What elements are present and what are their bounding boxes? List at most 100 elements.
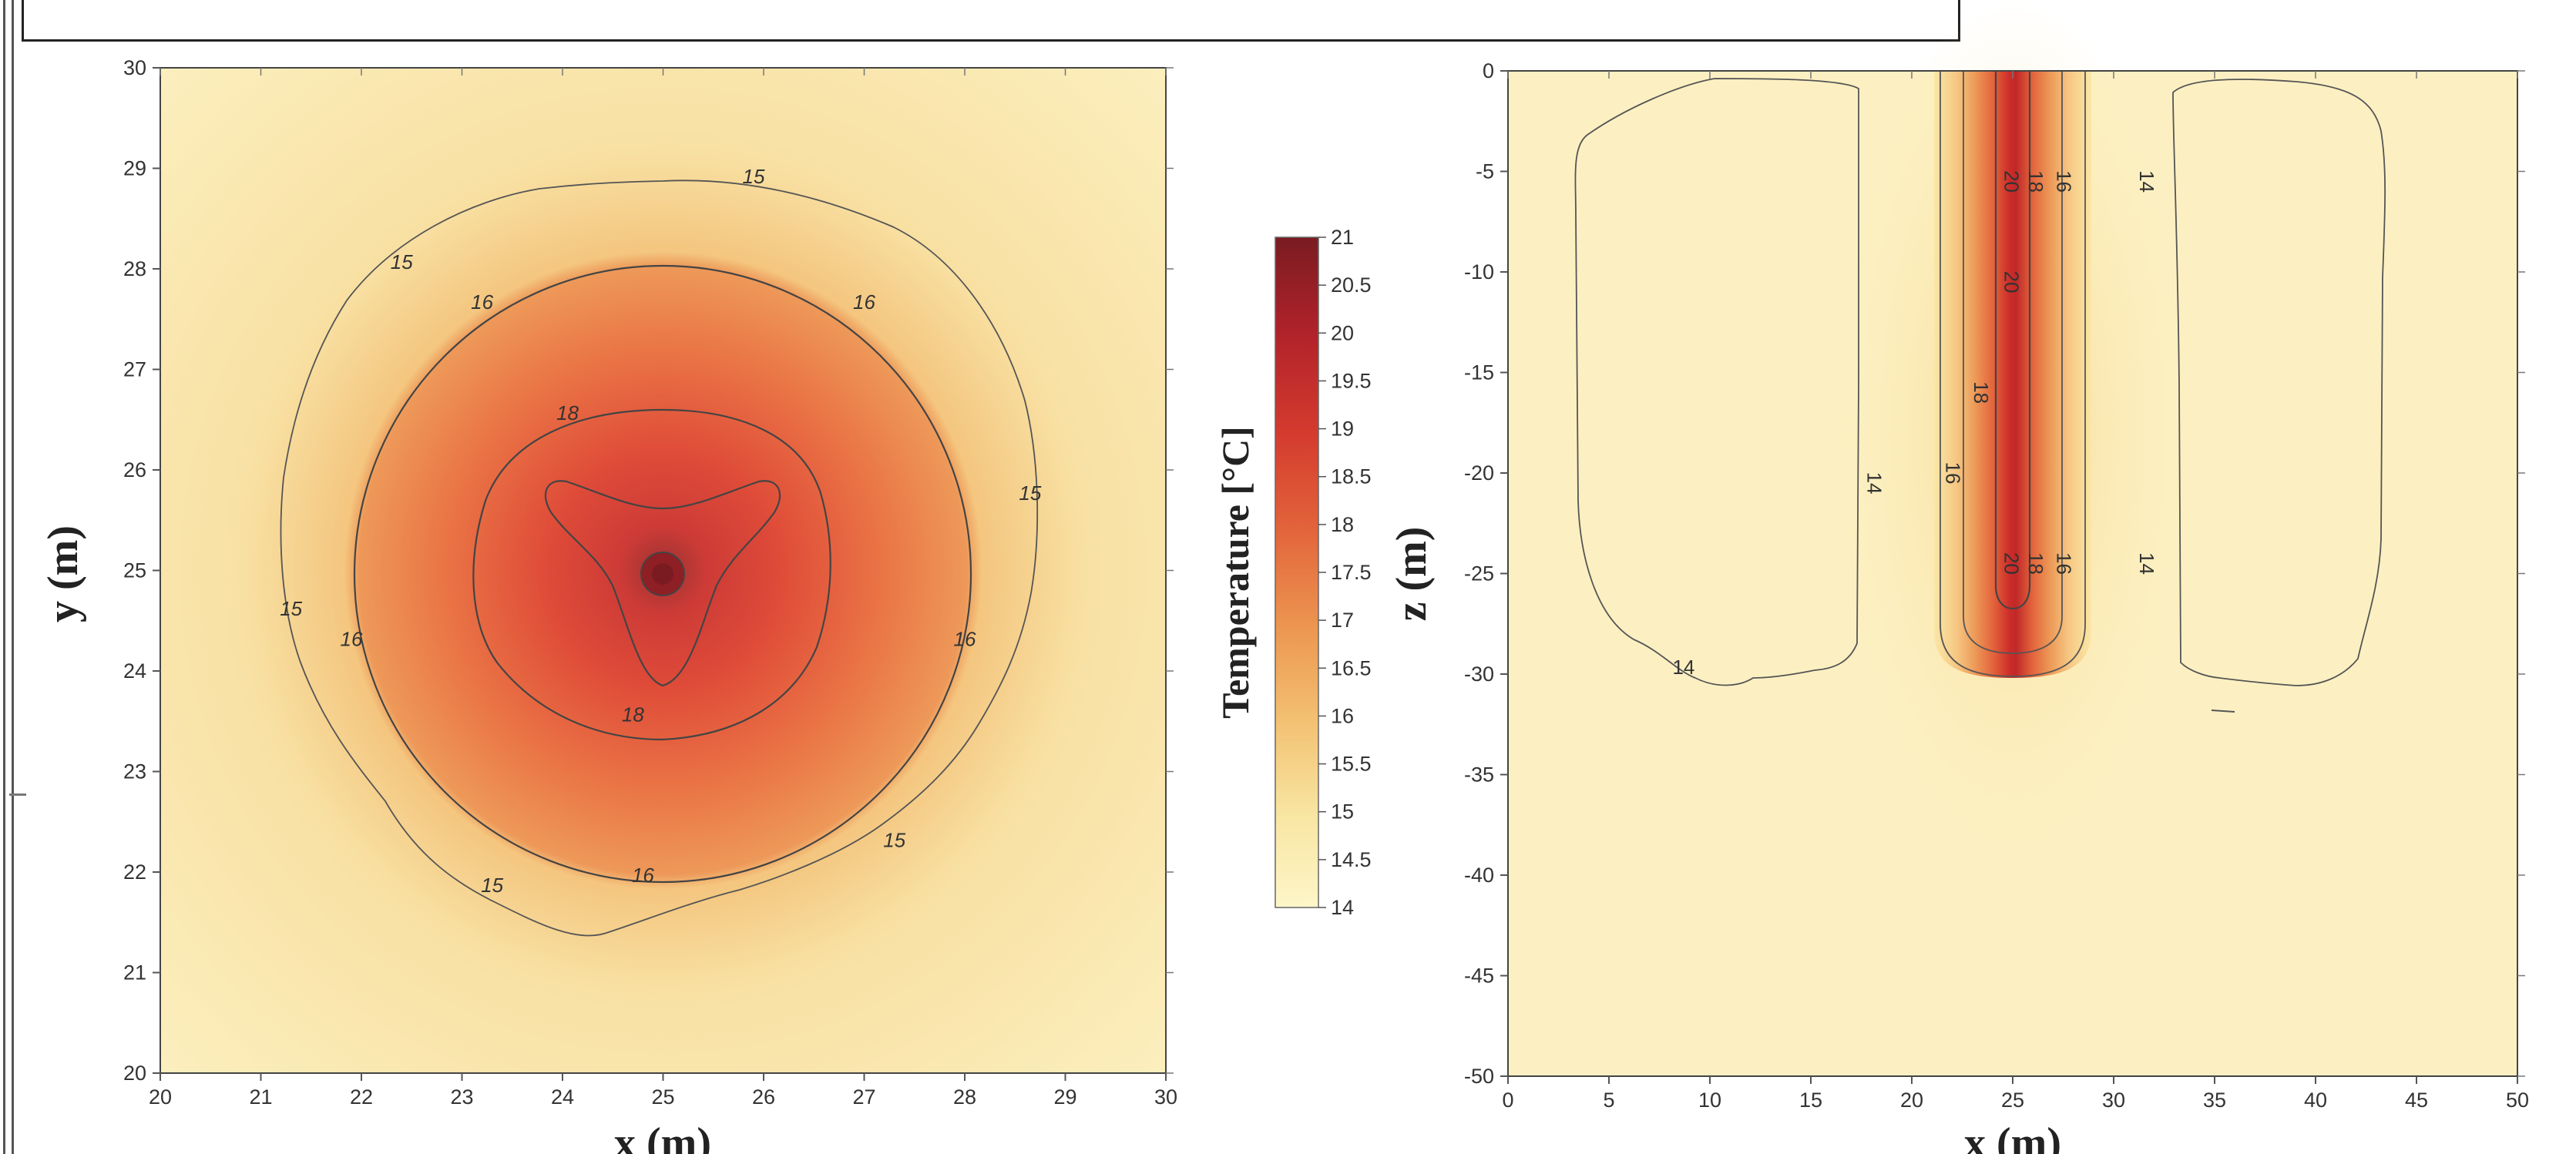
colorbar-tick-label: 19.5 — [1331, 369, 1372, 392]
contour-label: 16 — [1942, 462, 1965, 485]
right-y-ticks: 0 -5 -10 -15 -20 -25 -30 -35 -40 -45 -50 — [1464, 59, 2525, 1088]
left-y-ticks: 20 21 22 23 24 25 26 27 28 29 30 — [123, 56, 1174, 1085]
colorbar-tick-label: 18 — [1331, 513, 1354, 536]
right-y-tick-label: -25 — [1464, 562, 1494, 585]
left-y-tick-label: 29 — [123, 157, 146, 180]
right-x-tick-label: 0 — [1502, 1089, 1513, 1112]
left-x-tick-label: 23 — [450, 1085, 473, 1109]
right-y-tick-label: 0 — [1483, 59, 1494, 82]
edge-tick — [9, 793, 26, 796]
right-x-tick-label: 50 — [2506, 1089, 2529, 1112]
contour-label: 16 — [853, 290, 875, 314]
right-y-tick-label: -40 — [1464, 864, 1494, 887]
right-x-axis-label: x (m) — [1964, 1119, 2061, 1154]
contour-label: 15 — [883, 828, 905, 851]
right-contour-18 — [1963, 71, 2063, 654]
left-x-tick-label: 22 — [350, 1085, 373, 1109]
left-x-axis-label: x (m) — [614, 1119, 711, 1154]
left-x-tick-label: 30 — [1154, 1085, 1177, 1109]
contour-label: 16 — [340, 627, 362, 650]
contour-label: 14 — [2135, 552, 2158, 575]
left-x-tick-label: 29 — [1053, 1085, 1076, 1109]
colorbar-gradient — [1275, 237, 1319, 908]
contour-label: 15 — [280, 597, 302, 620]
left-x-tick-label: 21 — [249, 1085, 272, 1109]
right-x-tick-label: 45 — [2405, 1089, 2428, 1112]
contour-label: 14 — [1862, 472, 1886, 495]
contour-label: 20 — [2000, 170, 2024, 193]
right-y-tick-label: -10 — [1464, 260, 1494, 283]
left-x-tick-label: 25 — [651, 1085, 674, 1109]
right-y-tick-label: -20 — [1464, 461, 1494, 485]
left-y-tick-label: 28 — [123, 257, 146, 280]
colorbar-tick-label: 14.5 — [1331, 848, 1372, 871]
right-x-tick-label: 10 — [1698, 1089, 1721, 1112]
right-x-tick-label: 30 — [2102, 1089, 2125, 1112]
contour-label: 16 — [2053, 170, 2076, 193]
colorbar-tick-label: 21 — [1331, 226, 1354, 249]
contour-label: 15 — [742, 165, 764, 188]
left-y-tick-label: 22 — [123, 860, 146, 884]
contour-label: 16 — [632, 864, 654, 887]
contour-label: 18 — [2024, 170, 2047, 193]
contour-label: 18 — [622, 703, 644, 726]
right-contour-14-left — [1574, 78, 1859, 686]
right-y-tick-label: -45 — [1464, 964, 1494, 988]
colorbar-tick-label: 15.5 — [1331, 753, 1372, 776]
right-x-tick-label: 40 — [2304, 1089, 2327, 1112]
left-x-tick-label: 28 — [953, 1085, 976, 1109]
right-y-axis-label: z (m) — [1388, 527, 1436, 622]
contour-label: 16 — [954, 627, 976, 650]
colorbar-tick-label: 18.5 — [1331, 465, 1372, 488]
colorbar-tick-label: 19 — [1331, 418, 1354, 441]
left-y-tick-label: 23 — [123, 760, 146, 783]
contour-label: 15 — [481, 874, 503, 897]
left-y-tick-label: 26 — [123, 458, 146, 481]
left-y-tick-label: 20 — [123, 1062, 146, 1085]
window-edge — [3, 0, 14, 1154]
contour-label: 16 — [471, 290, 493, 314]
colorbar-tick-label: 14 — [1331, 896, 1354, 919]
colorbar-label: Temperature [°C] — [1214, 426, 1257, 719]
contour-label: 15 — [391, 250, 413, 273]
left-contour-18 — [472, 408, 831, 741]
right-x-tick-label: 15 — [1799, 1089, 1822, 1112]
contour-label: 20 — [2000, 552, 2024, 575]
right-contour-16 — [1940, 71, 2086, 677]
left-x-tick-label: 26 — [752, 1085, 775, 1109]
colorbar-tick-label: 16 — [1331, 704, 1354, 727]
left-y-tick-label: 27 — [123, 358, 146, 381]
colorbar-tick-label: 17.5 — [1331, 561, 1372, 584]
right-x-ticks: 0 5 10 15 20 25 30 35 40 45 50 — [1502, 71, 2529, 1112]
contour-label: 14 — [2135, 170, 2158, 193]
right-y-tick-label: -30 — [1464, 663, 1494, 686]
right-contour-14-right — [2172, 79, 2386, 686]
right-contour-20 — [1994, 71, 2031, 610]
right-y-tick-label: -15 — [1464, 361, 1494, 384]
left-x-tick-label: 27 — [852, 1085, 875, 1109]
left-y-axis-label: y (m) — [39, 525, 87, 622]
left-x-ticks: 20 21 22 23 24 25 26 27 28 29 30 — [149, 68, 1177, 1109]
colorbar-tick-label: 20.5 — [1331, 273, 1372, 297]
right-y-tick-label: -50 — [1464, 1065, 1494, 1088]
contour-label: 15 — [1019, 481, 1041, 505]
left-contour-20 — [544, 480, 781, 687]
left-y-tick-label: 25 — [123, 559, 146, 582]
left-y-tick-label: 24 — [123, 659, 146, 683]
colorbar-tick-label: 17 — [1331, 609, 1354, 632]
right-y-tick-label: -35 — [1464, 763, 1494, 787]
colorbar-tick-label: 20 — [1331, 321, 1354, 344]
right-x-tick-label: 25 — [2001, 1089, 2024, 1112]
top-panel-frame — [22, 0, 1960, 42]
contour-label: 16 — [2053, 552, 2076, 575]
left-peak-core — [652, 563, 673, 585]
left-contour-15 — [280, 179, 1039, 937]
left-contour-labels: 15 15 15 15 15 15 16 16 16 16 16 18 18 — [280, 165, 1042, 897]
left-x-tick-label: 20 — [149, 1085, 172, 1109]
contour-label: 18 — [2024, 552, 2047, 575]
colorbar: 21 20.5 20 19.5 19 18.5 18 17.5 17 16.5 16 15.5 15 14… — [1214, 226, 1372, 919]
